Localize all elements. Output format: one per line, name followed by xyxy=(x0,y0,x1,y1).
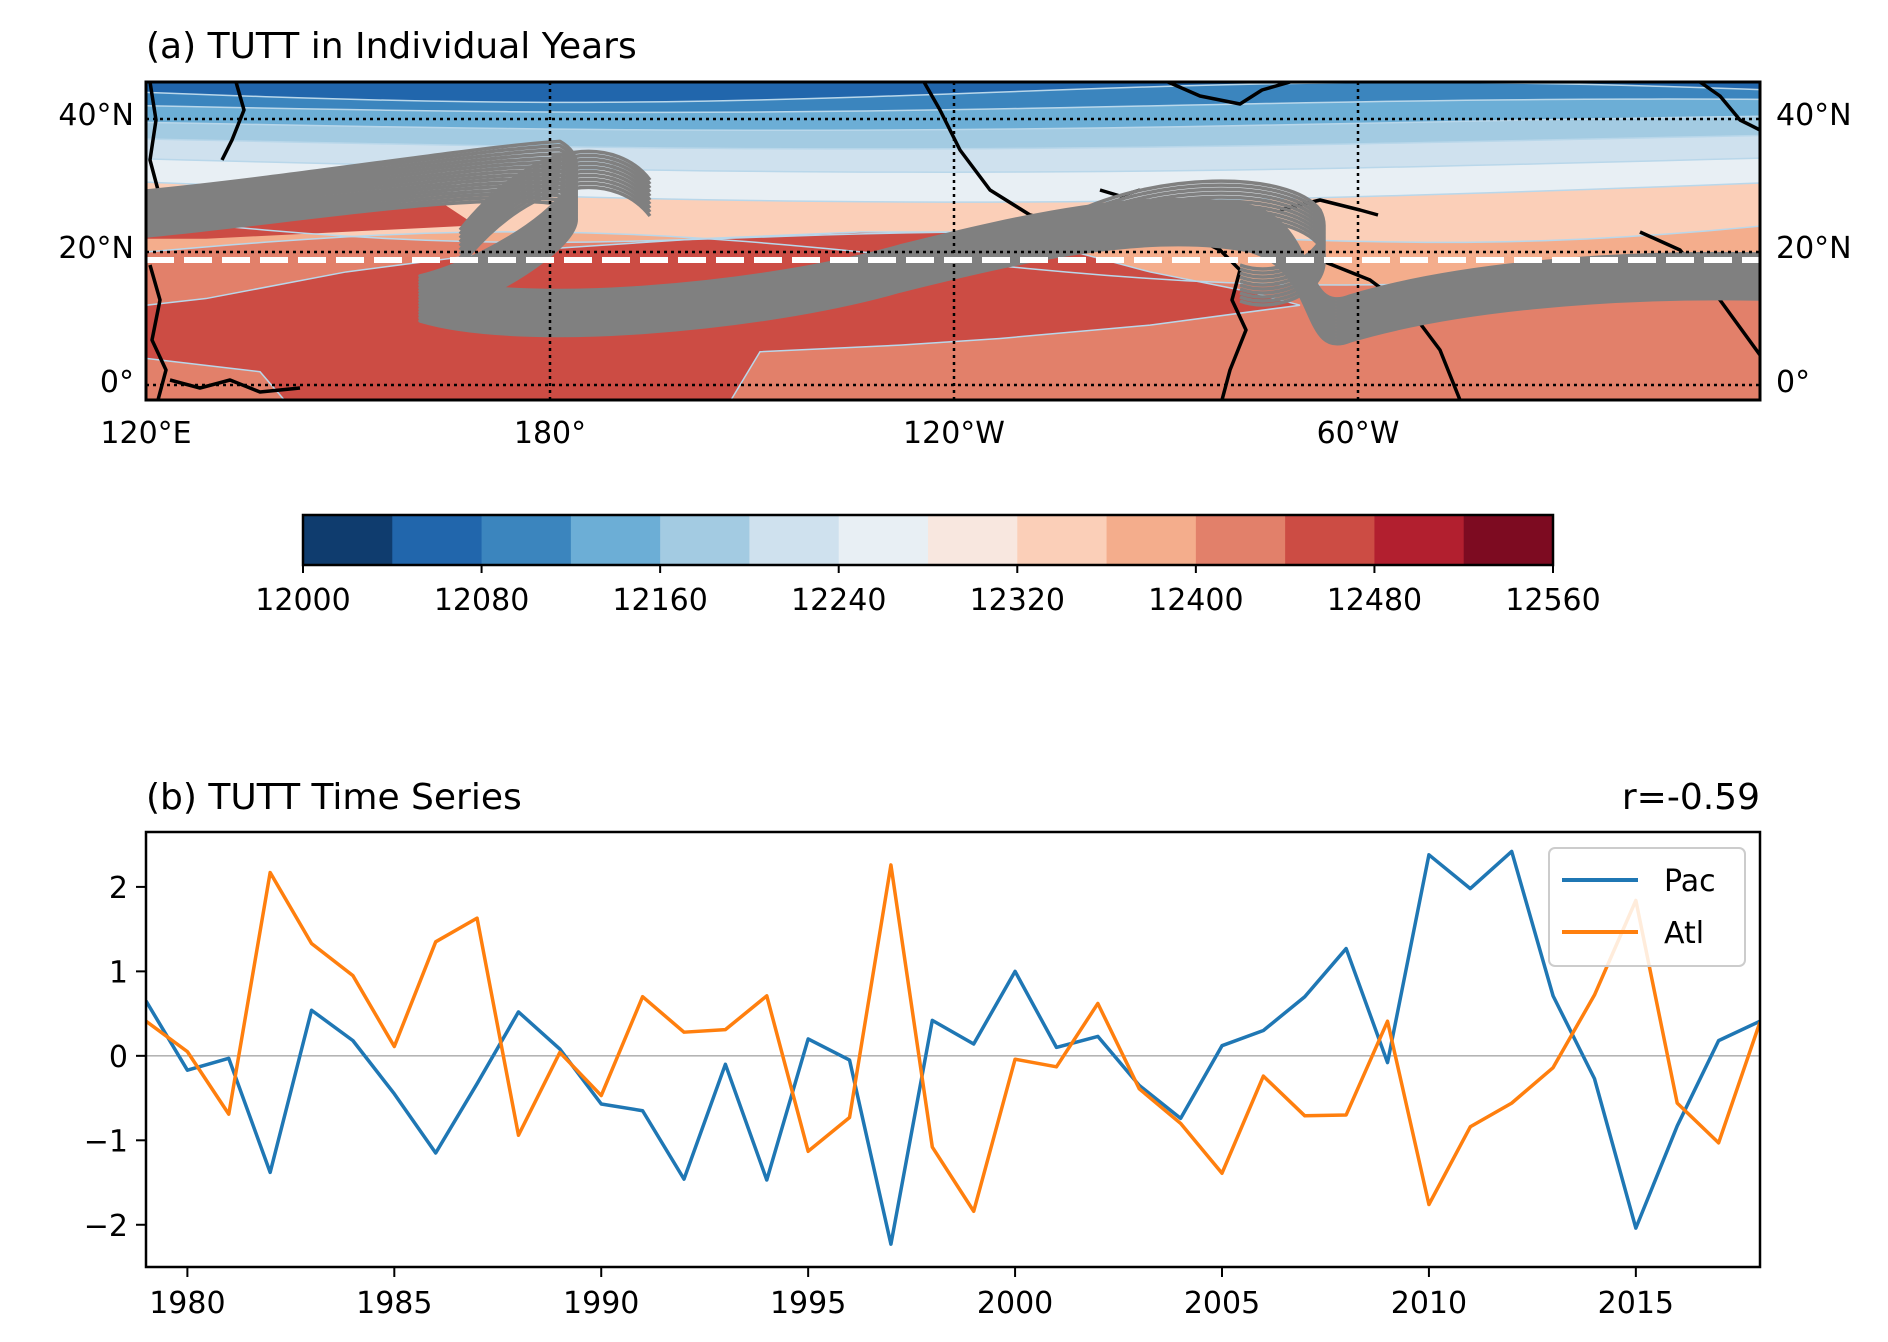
y-tick-label: 0 xyxy=(109,1040,128,1075)
y-tick-label: 1 xyxy=(109,955,128,990)
map-area xyxy=(146,82,1760,400)
y-tick-label: 2 xyxy=(109,871,128,906)
legend-pac-label: Pac xyxy=(1664,864,1716,899)
series-pac-line xyxy=(146,849,1760,1246)
colorbar-cell xyxy=(1463,515,1554,565)
panel-a: (a) TUTT in Individual Years 40°N 20°N 0… xyxy=(58,26,1851,618)
colorbar-cell xyxy=(928,515,1018,565)
panel-b-title: (b) TUTT Time Series xyxy=(146,777,522,818)
colorbar-tick-label: 12160 xyxy=(612,583,707,618)
x-tick-label: 1985 xyxy=(356,1286,432,1321)
colorbar: 12000 12080 12160 12240 12320 12400 12480 12560 xyxy=(255,513,1601,618)
colorbar-cell xyxy=(481,515,572,565)
x-tick-label: 2005 xyxy=(1184,1286,1260,1321)
colorbar-cell xyxy=(1195,515,1286,565)
colorbar-tick-label: 12480 xyxy=(1327,583,1422,618)
tutt-track-loop xyxy=(458,177,1326,299)
colorbar-tick-label: 12080 xyxy=(434,583,529,618)
tutt-track-loop xyxy=(458,153,1326,275)
x-tick-label: 2015 xyxy=(1598,1286,1674,1321)
lon-label-120e: 120°E xyxy=(100,416,191,451)
tutt-track-loop xyxy=(458,165,1326,287)
plot-frame xyxy=(144,830,1762,1269)
tutt-track-loop xyxy=(458,173,1326,295)
colorbar-cell xyxy=(660,515,750,565)
colorbar-cell xyxy=(392,515,483,565)
coastline xyxy=(1167,82,1291,106)
series-atl-line xyxy=(146,863,1760,1214)
colorbar-cell xyxy=(1106,515,1197,565)
colorbar-cell xyxy=(570,515,661,565)
colorbar-tick-label: 12400 xyxy=(1148,583,1243,618)
x-tick-label: 1990 xyxy=(563,1286,639,1321)
contour-line xyxy=(146,134,1760,150)
colorbar-cell xyxy=(1017,515,1108,565)
lat-label-40n-right: 40°N xyxy=(1776,98,1852,133)
colorbar-cells xyxy=(303,515,1554,565)
colorbar-cell xyxy=(749,515,840,565)
lat-label-20n: 20°N xyxy=(58,231,134,266)
contour-band xyxy=(146,99,1760,131)
lon-label-60w: 60°W xyxy=(1317,416,1400,451)
legend-box xyxy=(1548,847,1746,967)
map-gridlines xyxy=(146,82,1760,400)
contour-line xyxy=(146,115,1760,132)
coastline xyxy=(1199,238,1248,400)
colorbar-cell xyxy=(1374,515,1465,565)
legend-atl-label: Atl xyxy=(1664,916,1704,951)
tutt-track xyxy=(146,199,1760,346)
coastline xyxy=(1698,82,1760,132)
colorbar-tick-label: 12000 xyxy=(255,583,350,618)
tutt-track-loop xyxy=(458,149,1326,271)
x-tick-label: 2010 xyxy=(1391,1286,1467,1321)
x-tick-label: 1995 xyxy=(770,1286,846,1321)
colorbar-cell xyxy=(1285,515,1375,565)
correlation-annotation: r=-0.59 xyxy=(1622,777,1760,818)
lat-labels-left: 40°N 20°N 0° xyxy=(58,98,134,400)
tutt-track-loop xyxy=(458,181,1326,303)
tutt-track-loop xyxy=(458,161,1326,283)
coastline xyxy=(220,82,246,161)
contour-line xyxy=(146,98,1760,114)
map-frame xyxy=(144,80,1762,402)
colorbar-tick-label: 12560 xyxy=(1505,583,1600,618)
panel-a-title: (a) TUTT in Individual Years xyxy=(146,26,637,67)
coastlines xyxy=(148,82,1760,400)
lat-label-20n-right: 20°N xyxy=(1776,231,1852,266)
tutt-track xyxy=(146,152,1760,310)
x-tick-label: 1980 xyxy=(149,1286,225,1321)
time-series-axes: 1980 1985 1990 1995 2000 2005 2010 2015 −2 −1 0 1 2 xyxy=(84,871,1674,1321)
tutt-track-loop xyxy=(458,157,1326,279)
colorbar-frame xyxy=(301,513,1555,567)
legend: Pac Atl xyxy=(1548,847,1746,967)
y-tick-label: −1 xyxy=(84,1124,128,1159)
lon-label-180: 180° xyxy=(514,416,586,451)
colorbar-ticks: 12000 12080 12160 12240 12320 12400 12480 12560 xyxy=(255,565,1601,618)
y-tick-label: −2 xyxy=(84,1209,128,1244)
tutt-track-loop xyxy=(458,185,1326,307)
plot-background xyxy=(146,832,1760,1267)
lon-labels: 120°E 180° 120°W 60°W xyxy=(100,416,1399,451)
colorbar-cell xyxy=(838,515,929,565)
panel-b: (b) TUTT Time Series r=-0.59 1980 1985 199… xyxy=(84,777,1762,1321)
colorbar-tick-label: 12240 xyxy=(791,583,886,618)
lat-labels-right: 40°N 20°N 0° xyxy=(1776,98,1852,400)
lon-label-120w: 120°W xyxy=(903,416,1005,451)
colorbar-tick-label: 12320 xyxy=(970,583,1065,618)
tutt-track xyxy=(146,191,1760,340)
x-tick-label: 2000 xyxy=(977,1286,1053,1321)
colorbar-cell xyxy=(303,515,393,565)
lat-label-0-right: 0° xyxy=(1776,365,1810,400)
tutt-track-loop xyxy=(458,169,1326,291)
coastline xyxy=(148,264,168,400)
lat-label-0: 0° xyxy=(100,365,134,400)
lat-label-40n: 40°N xyxy=(58,98,134,133)
